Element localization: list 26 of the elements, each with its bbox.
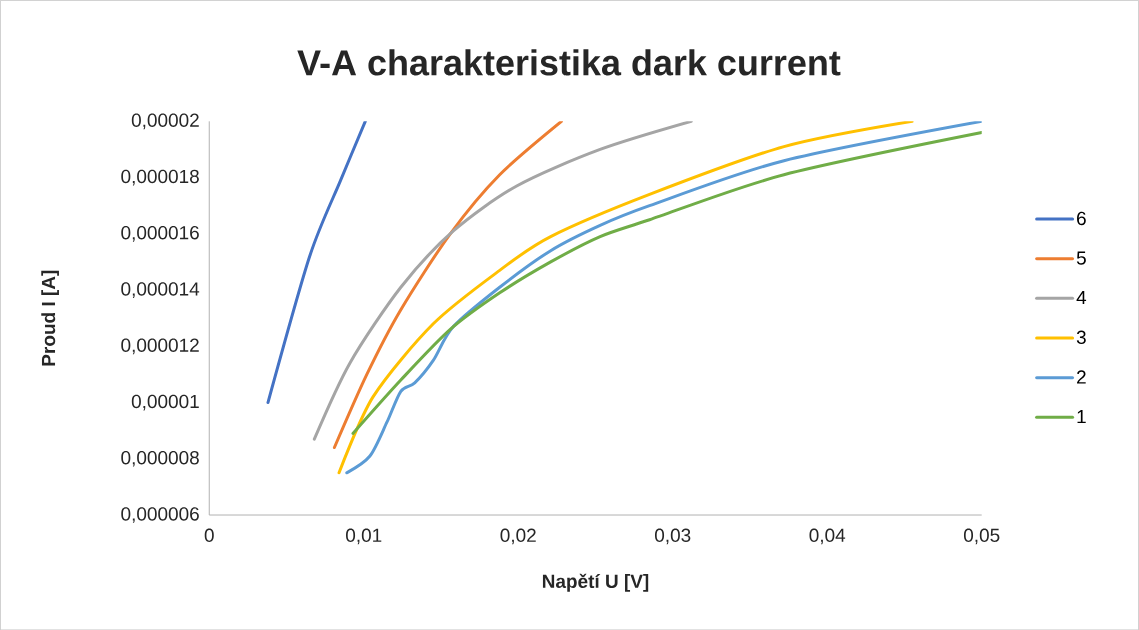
- x-tick-label: 0,05: [963, 528, 1000, 545]
- y-tick-label: 0,000012: [121, 338, 199, 354]
- x-tick-label: 0,02: [500, 528, 536, 545]
- line-series: [312, 121, 693, 441]
- y-tick-label: 0,000016: [121, 225, 199, 242]
- x-tick-label: 0: [204, 528, 214, 542]
- legend-label: 3: [1076, 330, 1086, 344]
- line-series: [266, 121, 367, 404]
- x-tick-label: 0,04: [809, 528, 846, 545]
- legend-label: 5: [1076, 251, 1086, 265]
- y-tick-label: 0,000008: [121, 450, 199, 467]
- legend-label: 2: [1077, 370, 1086, 384]
- y-tick-label: 0,00002: [131, 113, 199, 129]
- legend-label: 1: [1077, 409, 1086, 423]
- x-tick-label: 0,01: [346, 528, 382, 545]
- x-axis-title: Napětí U [V]: [542, 573, 649, 592]
- y-axis-title: Proud I [A]: [41, 270, 59, 366]
- y-tick-label: 0,00001: [131, 394, 199, 411]
- chart-title: V-A charakteristika dark current: [297, 48, 841, 76]
- line-series: [332, 121, 563, 449]
- y-tick-label: 0,000006: [121, 507, 199, 523]
- legend-label: 4: [1076, 290, 1087, 304]
- y-tick-label: 0,000014: [121, 282, 200, 298]
- y-tick-label: 0,000018: [121, 169, 199, 186]
- x-tick-label: 0,03: [654, 528, 691, 545]
- legend-label: 6: [1077, 211, 1086, 226]
